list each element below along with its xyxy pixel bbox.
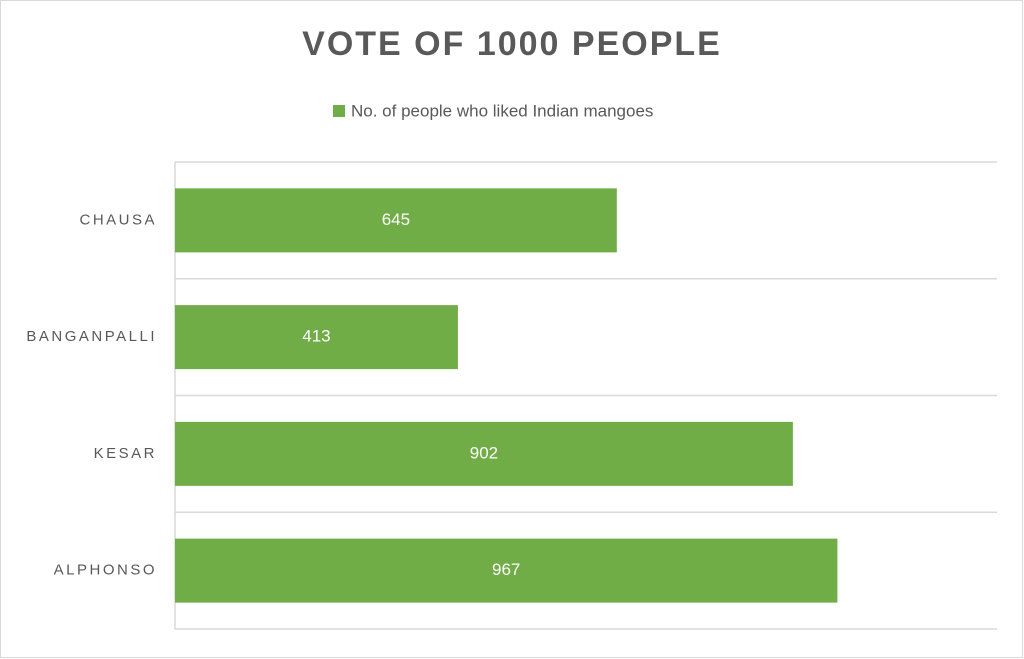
data-label: 902 xyxy=(470,443,498,462)
y-tick-label: ALPHONSO xyxy=(54,562,157,579)
y-tick-label: CHAUSA xyxy=(79,211,157,228)
y-tick-label: BANGANPALLI xyxy=(26,328,157,345)
chart-title: VOTE OF 1000 PEOPLE xyxy=(302,25,722,63)
bar xyxy=(175,188,617,253)
data-label: 645 xyxy=(382,210,410,229)
bar xyxy=(175,305,458,370)
legend-swatch xyxy=(333,105,345,117)
legend-label: No. of people who liked Indian mangoes xyxy=(351,101,653,120)
bar xyxy=(175,538,838,603)
y-tick-label: KESAR xyxy=(94,445,157,462)
bar xyxy=(175,421,793,486)
data-label: 413 xyxy=(302,327,330,346)
data-label: 967 xyxy=(492,560,520,579)
